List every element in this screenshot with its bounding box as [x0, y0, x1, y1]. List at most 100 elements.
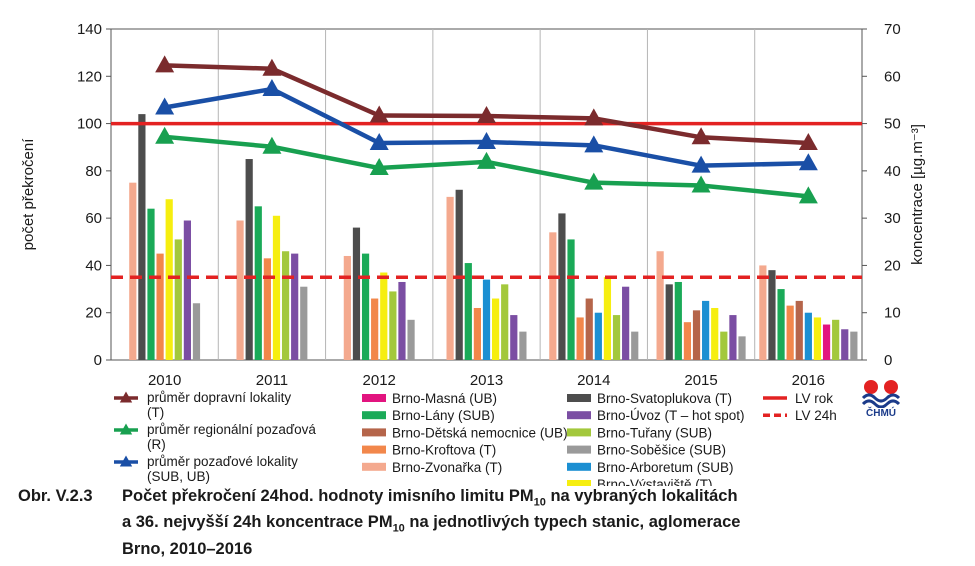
legend-label: průměr regionální pozaďová: [147, 422, 316, 437]
legend-label: Brno-Svatoplukova (T): [597, 391, 732, 406]
left-axis-tick-label: 40: [85, 257, 102, 274]
legend-bar-swatch: [362, 445, 386, 454]
line-marker: [691, 175, 711, 193]
line-marker: [798, 153, 818, 171]
left-axis-tick-label: 140: [77, 21, 102, 38]
left-axis-tick-label: 20: [85, 305, 102, 322]
line-marker: [155, 97, 175, 115]
chart: 0 20 40 60 80 100 120 140 0 10 20 30 40 50 60 70 počet p…: [20, 21, 926, 486]
right-axis-tick-label: 0: [884, 352, 892, 369]
legend-marker: [119, 423, 133, 435]
bar: [380, 272, 388, 360]
line-marker: [477, 132, 496, 150]
caption-label: Obr. V.2.3: [18, 487, 93, 505]
bar: [371, 298, 379, 360]
bar: [398, 281, 406, 360]
right-axis-label: koncentrace [µg.m⁻³]: [909, 124, 926, 265]
bar: [183, 220, 191, 360]
x-axis-tick-label: 2014: [577, 372, 610, 389]
line-marker: [584, 108, 604, 126]
legend-bar-swatch: [362, 462, 386, 471]
legend-label: LV 24h: [795, 408, 837, 423]
legend-label: (R): [147, 437, 166, 452]
legend-label: Brno-Arboretum (SUB): [597, 460, 734, 475]
bar: [558, 213, 566, 360]
bar: [236, 220, 244, 360]
x-axis-tick-label: 2013: [470, 372, 503, 389]
bar: [300, 286, 308, 360]
bar: [702, 300, 710, 360]
right-axis-tick-label: 20: [884, 257, 901, 274]
bar: [786, 305, 794, 360]
bar: [603, 277, 612, 360]
bar: [482, 279, 491, 360]
caption-line1-end: na vybraných lokalitách: [545, 487, 738, 505]
caption-line1-sub: 10: [533, 496, 546, 509]
legend-label: Brno-Kroftova (T): [392, 443, 496, 458]
line-marker: [584, 135, 604, 153]
chmu-logo: ČHMÚ: [857, 378, 905, 428]
bar: [813, 317, 822, 360]
legend-label: (SUB, UB): [147, 469, 210, 484]
bar: [473, 307, 481, 360]
figure-caption: Obr. V.2.3 Počet překročení 24hod. hodnot…: [18, 486, 968, 559]
bar: [245, 159, 253, 360]
line-marker: [369, 105, 389, 123]
bar: [156, 253, 164, 360]
right-axis-tick-label: 60: [884, 68, 901, 85]
x-axis-tick-label: 2010: [148, 372, 181, 389]
bar: [174, 239, 182, 360]
bar: [272, 215, 281, 360]
bar: [549, 232, 557, 360]
bar: [147, 208, 155, 360]
bar: [594, 312, 602, 360]
bar: [622, 286, 630, 360]
caption-line2-sub: 10: [392, 522, 405, 535]
bar: [711, 307, 719, 360]
bar: [738, 336, 746, 360]
left-axis-tick-label: 0: [94, 352, 102, 369]
bar: [492, 298, 500, 360]
bar: [822, 324, 831, 360]
legend-label: Brno-Masná (UB): [392, 391, 497, 406]
x-axis-tick-label: 2011: [256, 372, 288, 389]
legend-label: průměr dopravní lokality: [147, 390, 291, 405]
bar: [759, 265, 767, 360]
bar: [407, 319, 415, 360]
bar: [501, 284, 509, 360]
bar: [832, 319, 840, 360]
bar: [510, 315, 518, 360]
line-marker: [691, 155, 711, 173]
legend-bar-swatch: [362, 411, 386, 420]
legend-label: Brno-Výstaviště (T): [597, 477, 713, 486]
legend-label: Brno-Soběšice (SUB): [597, 443, 726, 458]
right-axis-tick-label: 10: [884, 305, 901, 322]
caption-line2-end: na jednotlivých typech stanic, aglomerac…: [404, 513, 741, 532]
right-axis-tick-label: 70: [884, 21, 901, 38]
line-marker: [155, 126, 175, 144]
line-marker: [477, 151, 496, 169]
line-marker: [798, 132, 818, 150]
legend-bar-swatch: [567, 428, 591, 437]
right-axis-tick-label: 30: [884, 210, 901, 227]
legend-marker: [119, 455, 133, 467]
bar: [281, 251, 290, 360]
legend-label: LV rok: [795, 391, 833, 406]
legend-label: Brno-Zvonařka (T): [392, 460, 502, 475]
bar: [841, 329, 849, 360]
line-marker: [691, 127, 711, 145]
right-axis-tick-label: 50: [884, 116, 901, 133]
bar: [254, 206, 262, 360]
line-marker: [262, 136, 282, 154]
bar: [352, 227, 361, 360]
bar: [850, 331, 858, 360]
bar: [804, 312, 812, 360]
legend-label: Brno-Tuřany (SUB): [597, 425, 712, 440]
line-marker: [369, 132, 389, 150]
bar: [343, 255, 351, 360]
legend-bar-swatch: [567, 480, 591, 486]
bar: [361, 253, 370, 360]
line-marker: [262, 58, 282, 76]
line-marker: [477, 106, 496, 124]
bar: [795, 300, 803, 360]
